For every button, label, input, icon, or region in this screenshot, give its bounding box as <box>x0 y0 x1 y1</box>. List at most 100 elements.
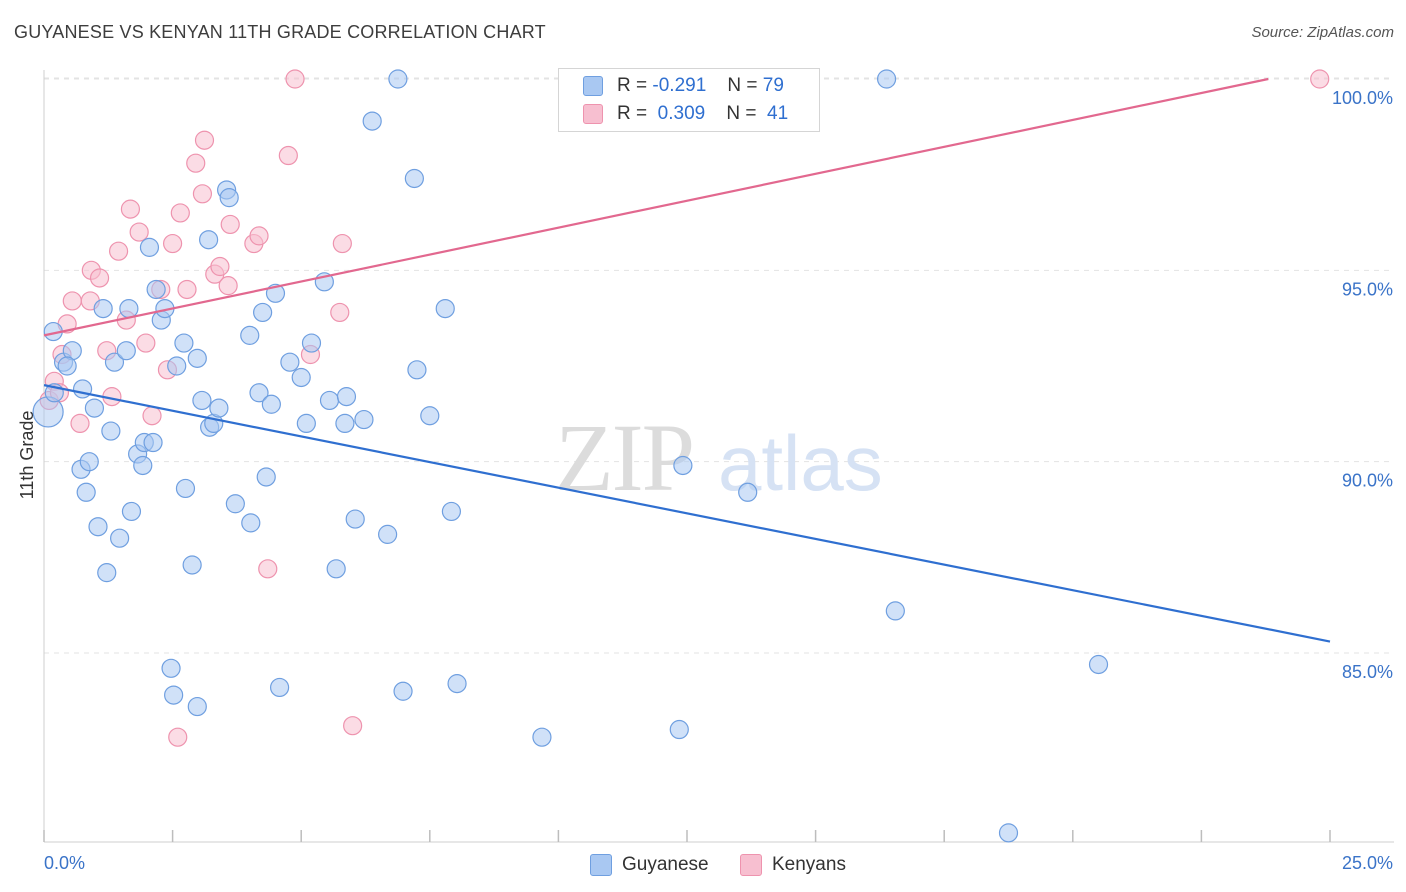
guyanese-point <box>192 390 212 411</box>
guyanese-point <box>139 237 160 257</box>
guyanese-point <box>738 482 758 502</box>
bottom-legend-kenyan: Kenyans <box>740 852 846 878</box>
grid-lines <box>44 77 1394 654</box>
guyanese-point <box>104 352 125 372</box>
guyanese-point <box>269 677 290 698</box>
guyanese-point <box>253 302 273 323</box>
kenyan-point <box>142 406 162 426</box>
kenyan-r-value: 0.309 <box>657 103 706 124</box>
guyanese-point <box>209 398 229 418</box>
guyanese-point <box>249 383 269 403</box>
kenyan-point <box>136 333 156 353</box>
trend-lines <box>43 77 1331 643</box>
guyanese-point <box>110 528 130 548</box>
guyanese-point <box>240 325 260 345</box>
guyanese-point <box>79 452 99 472</box>
guyanese-point <box>280 352 300 372</box>
y-tick-label: 95.0% <box>1342 279 1393 299</box>
kenyan-point <box>186 153 206 173</box>
y-tick-label: 90.0% <box>1342 471 1393 491</box>
guyanese-point-large <box>32 396 64 428</box>
kenyan-point <box>218 276 238 296</box>
guyanese-point <box>441 501 462 522</box>
guyanese-point <box>393 681 413 701</box>
kenyan-swatch <box>583 104 603 124</box>
guyanese-point <box>57 356 77 376</box>
guyanese-point <box>199 230 219 250</box>
y-axis-title: 11th Grade <box>17 411 37 500</box>
guyanese-n-value: 79 <box>762 75 784 96</box>
guyanese-point <box>219 188 239 208</box>
kenyan-point <box>194 130 215 150</box>
guyanese-point <box>241 513 261 533</box>
guyanese-point <box>93 299 113 319</box>
guyanese-point <box>301 333 322 353</box>
guyanese-point <box>225 494 245 514</box>
kenyan-point <box>89 268 110 288</box>
kenyan-point <box>330 302 350 323</box>
kenyan-legend-label: Kenyans <box>772 854 846 875</box>
guyanese-point <box>84 398 105 418</box>
guyanese-point <box>261 394 281 414</box>
guyanese-point <box>362 111 382 131</box>
x-tick-label-min: 0.0% <box>44 853 85 873</box>
legend-r-label: R = <box>617 103 648 124</box>
guyanese-point <box>335 413 355 433</box>
guyanese-point <box>167 356 187 376</box>
guyanese-point <box>447 674 467 694</box>
guyanese-point <box>121 501 142 522</box>
kenyan-point <box>177 279 197 300</box>
guyanese-point <box>133 455 153 476</box>
kenyan-point <box>129 222 149 242</box>
kenyan-point <box>1310 69 1330 89</box>
guyanese-point <box>187 348 207 368</box>
kenyan-point <box>168 727 188 747</box>
kenyan-n-value: 41 <box>767 103 789 124</box>
kenyan-trend-line <box>43 77 1269 337</box>
bottom-legend-guyanese: Guyanese <box>590 852 709 878</box>
guyanese-point <box>532 727 552 747</box>
guyanese-point <box>119 299 139 319</box>
watermark: ZIP atlas <box>555 404 883 511</box>
guyanese-point <box>175 478 196 499</box>
legend-n-label: N = <box>726 103 757 124</box>
guyanese-point <box>435 299 455 319</box>
svg-text:ZIP: ZIP <box>555 404 693 511</box>
guyanese-point <box>378 524 398 544</box>
kenyan-point <box>332 233 352 254</box>
legend-n-label: N = <box>727 75 758 96</box>
axis-labels: 85.0% 90.0% 95.0% 100.0% 0.0% 25.0% 11th Grade <box>17 88 1393 873</box>
y-tick-label: 100.0% <box>1332 88 1393 108</box>
guyanese-legend-swatch <box>590 854 612 876</box>
kenyan-point <box>343 716 363 736</box>
guyanese-point <box>291 367 311 388</box>
y-tick-label: 85.0% <box>1342 662 1393 682</box>
kenyan-point <box>62 291 82 311</box>
legend-r-label: R = <box>617 75 648 96</box>
guyanese-point <box>336 387 357 407</box>
guyanese-point <box>876 69 897 89</box>
kenyan-point <box>170 203 190 223</box>
kenyan-point <box>163 233 183 254</box>
guyanese-swatch <box>583 76 603 96</box>
kenyan-point <box>258 559 278 579</box>
guyanese-point <box>354 409 374 430</box>
guyanese-point <box>256 467 276 487</box>
guyanese-point <box>161 658 181 678</box>
guyanese-point <box>101 421 121 441</box>
guyanese-point <box>319 390 340 411</box>
guyanese-point <box>116 341 136 361</box>
guyanese-r-value: -0.291 <box>652 75 707 96</box>
guyanese-points <box>32 69 1109 843</box>
guyanese-point <box>885 601 905 621</box>
kenyan-point <box>120 199 141 219</box>
guyanese-point <box>182 555 202 575</box>
kenyan-point <box>108 241 129 261</box>
kenyan-point <box>220 214 240 235</box>
guyanese-point <box>345 509 365 529</box>
kenyan-point <box>192 184 213 204</box>
guyanese-point <box>187 696 207 717</box>
kenyan-point <box>278 145 298 166</box>
correlation-legend: R = -0.291 N = 79 R = 0.309 N = 41 <box>558 68 820 132</box>
